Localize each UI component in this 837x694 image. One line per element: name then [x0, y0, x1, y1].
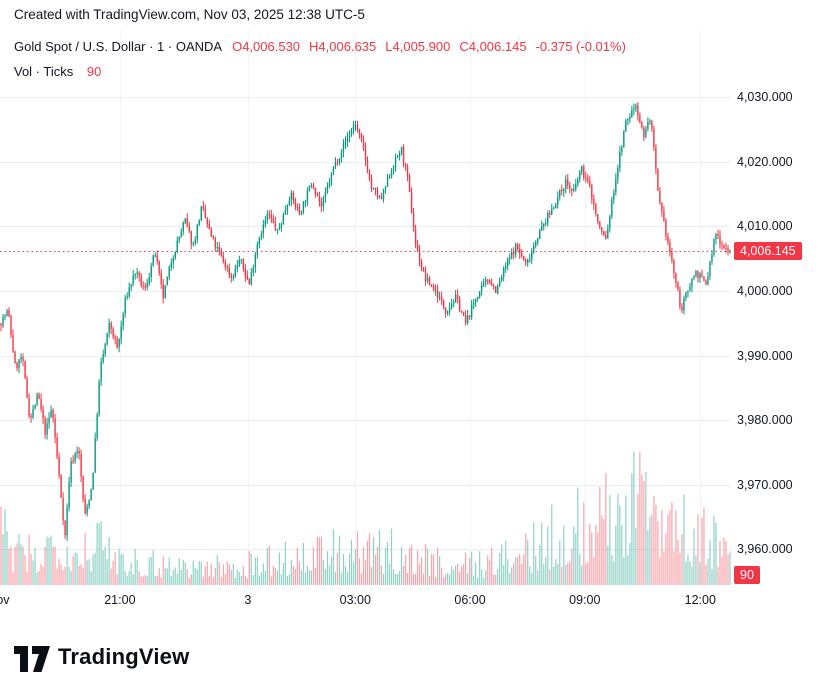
time-axis-label: 12:00	[684, 593, 716, 607]
time-axis[interactable]: ov 21:00 3 03:00 06:00 09:00 12:00	[0, 590, 731, 612]
symbol-title[interactable]: Gold Spot / U.S. Dollar · 1 · OANDA	[14, 39, 223, 54]
price-axis-label: 3,980.000	[737, 413, 793, 428]
volume-indicator-label[interactable]: Vol · Ticks	[14, 64, 74, 79]
legend-ohlc-value: L4,005.900	[385, 39, 451, 54]
last-price-badge: 4,006.145	[734, 242, 802, 261]
price-axis-label: 4,000.000	[737, 284, 793, 299]
price-axis-label: 4,030.000	[737, 90, 793, 105]
price-axis[interactable]: 4,006.145 90 4,030.000 4,020.000 4,010.000…	[731, 30, 837, 590]
tradingview-logo-icon[interactable]	[14, 646, 50, 672]
time-axis-label: ov	[0, 593, 10, 607]
price-axis-label: 3,960.000	[737, 542, 793, 557]
time-axis-label: 21:00	[104, 593, 136, 607]
legend-ohlc-value: H4,006.635	[309, 39, 377, 54]
price-chart-canvas[interactable]	[0, 30, 837, 590]
created-with-text: Created with TradingView.com, Nov 03, 20…	[14, 7, 365, 22]
volume-indicator-value: 90	[86, 64, 102, 79]
time-axis-label: 09:00	[569, 593, 601, 607]
legend-ohlc-value: C4,006.145	[459, 39, 527, 54]
volume-badge: 90	[734, 566, 760, 584]
created-with-bar: Created with TradingView.com, Nov 03, 20…	[0, 0, 837, 30]
price-axis-label: 3,970.000	[737, 477, 793, 492]
legend-ohlc-value: -0.375 (-0.01%)	[535, 39, 626, 54]
ohlc-values: O4,006.530 H4,006.635 L4,005.900 C4,006.145…	[232, 39, 635, 54]
price-axis-label: 4,020.000	[737, 154, 793, 169]
chart-legend-row-1: Gold Spot / U.S. Dollar · 1 · OANDA O4,00…	[14, 39, 635, 54]
legend-ohlc-value: O4,006.530	[232, 39, 301, 54]
chart-legend-row-2: Vol · Ticks 90	[14, 64, 101, 79]
footer-bar: TradingView	[0, 615, 837, 694]
tradingview-wordmark[interactable]: TradingView	[58, 644, 190, 669]
price-axis-label: 3,990.000	[737, 348, 793, 363]
time-axis-label: 03:00	[339, 593, 371, 607]
price-axis-label: 4,010.000	[737, 219, 793, 234]
time-axis-label: 06:00	[454, 593, 486, 607]
time-axis-label: 3	[244, 593, 252, 607]
